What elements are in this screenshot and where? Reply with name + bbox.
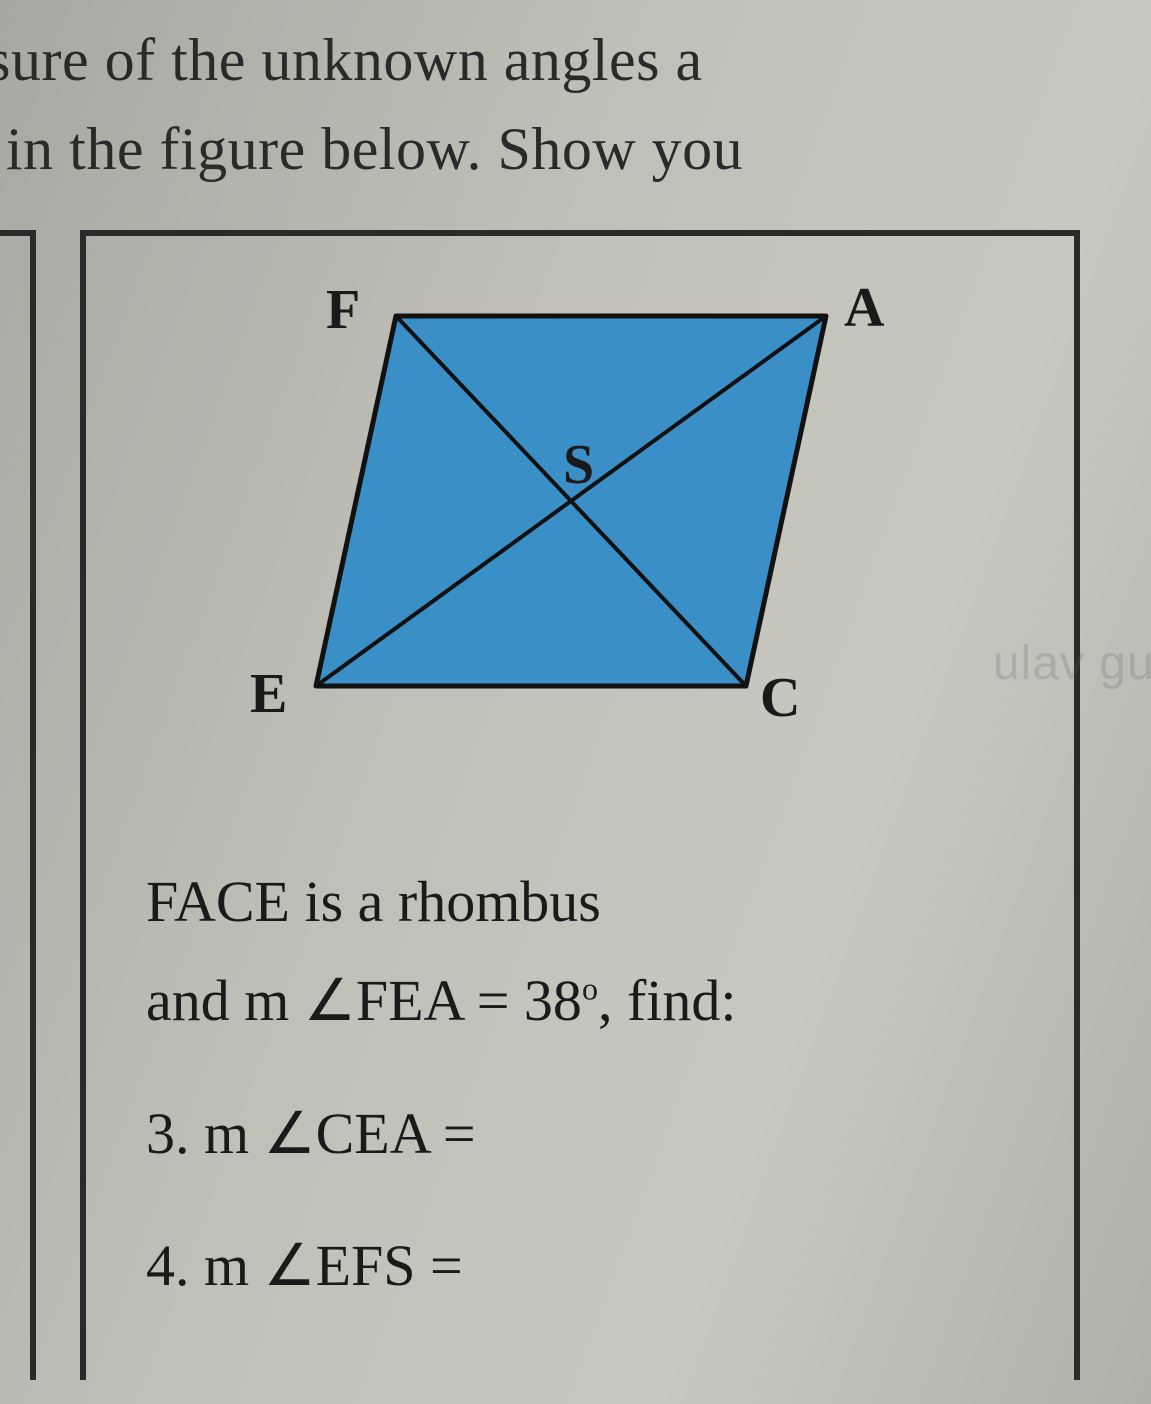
caption-line-2b: , find: [598,968,737,1033]
question-4: 4. m ∠EFS = [146,1220,736,1313]
q3-number: 3. [146,1101,190,1166]
problem-frame: ulav guie F A C E S FACE is a rhombus an… [80,230,1080,1380]
header-line-1: asure of the unknown angles a [0,20,1151,101]
vertex-label-e: E [250,662,287,726]
outer-border-left [0,230,36,1380]
caption-line-1: FACE is a rhombus [146,856,736,949]
vertex-label-c: C [760,666,800,730]
caption-line-2a: and m ∠FEA = 38 [146,968,582,1033]
page: asure of the unknown angles a n in the f… [0,0,1151,1404]
header-line-2: n in the figure below. Show you [0,109,1151,190]
q3-text: m ∠CEA = [190,1101,476,1166]
caption-line-2: and m ∠FEA = 38o, find: [146,955,736,1048]
center-label-s: S [563,433,594,497]
degree-symbol: o [582,970,598,1006]
q4-text: m ∠EFS = [190,1233,463,1298]
question-3: 3. m ∠CEA = [146,1088,736,1181]
vertex-label-f: F [326,278,360,342]
figure-area: F A C E S [86,236,1074,796]
caption-block: FACE is a rhombus and m ∠FEA = 38o, find… [146,856,736,1319]
q4-number: 4. [146,1233,190,1298]
header-text: asure of the unknown angles a n in the f… [0,20,1151,190]
vertex-label-a: A [844,276,884,340]
